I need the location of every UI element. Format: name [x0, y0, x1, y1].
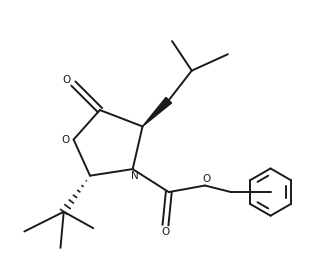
Text: O: O	[202, 174, 211, 184]
Text: O: O	[62, 76, 71, 85]
Text: O: O	[61, 135, 69, 144]
Text: O: O	[162, 227, 169, 237]
Polygon shape	[143, 97, 171, 126]
Text: N: N	[131, 171, 138, 181]
